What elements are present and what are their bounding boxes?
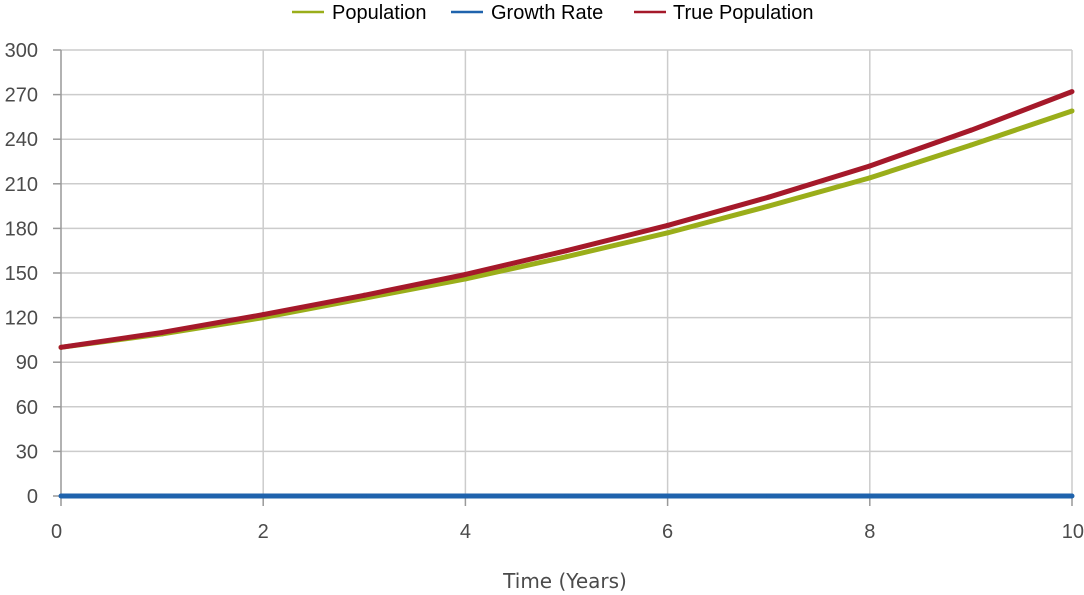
series-layer <box>58 89 1075 499</box>
growth-rate-data-point <box>665 493 671 499</box>
true-population-data-point <box>867 163 873 169</box>
growth-rate-data-point <box>1069 493 1075 499</box>
true-population-data-point <box>159 329 165 335</box>
y-tick-label: 60 <box>16 397 38 419</box>
y-tick-label: 180 <box>5 218 38 240</box>
y-tick-label: 150 <box>5 263 38 285</box>
x-tick-label: 0 <box>51 521 62 543</box>
x-tick-label: 10 <box>1062 521 1084 543</box>
population-data-point <box>766 203 772 209</box>
true-population-data-point <box>665 222 671 228</box>
y-tick-label: 240 <box>5 129 38 151</box>
true-population-data-point <box>58 344 64 350</box>
axis-layer: 0 30 60 90 120 150 180 210 240 270 300 0 2 4 6 8 10 <box>5 40 1084 543</box>
growth-rate-data-point <box>462 493 468 499</box>
legend: Population Growth Rate True Population <box>292 2 813 24</box>
true-population-data-point <box>361 292 367 298</box>
grid-layer <box>61 49 1073 497</box>
population-data-point <box>665 230 671 236</box>
x-tick-label: 2 <box>258 521 269 543</box>
true-population-data-point <box>260 312 266 318</box>
y-tick-label: 0 <box>27 486 38 508</box>
true-population-data-point <box>564 248 569 254</box>
growth-rate-data-point <box>58 493 64 499</box>
true-population-data-point <box>462 271 468 277</box>
y-tick-label: 120 <box>5 308 38 330</box>
growth-rate-data-point <box>361 493 367 499</box>
population-data-point <box>564 254 569 260</box>
true-population-data-point <box>1069 89 1075 95</box>
population-data-point <box>462 276 468 282</box>
true-population-series-line <box>60 89 1073 350</box>
y-tick-label: 300 <box>5 40 38 62</box>
legend-label-true-population: True Population <box>673 2 813 24</box>
x-axis-title: Time (Years) <box>502 569 627 593</box>
y-tick-label: 30 <box>16 441 38 463</box>
y-tick-label: 270 <box>5 85 38 107</box>
population-data-point <box>968 142 974 148</box>
true-population-data-point <box>766 194 772 200</box>
growth-rate-data-point <box>867 493 873 499</box>
legend-label-population: Population <box>332 2 427 24</box>
growth-rate-data-point <box>968 493 974 499</box>
y-tick-label: 90 <box>16 352 38 374</box>
legend-label-growth-rate: Growth Rate <box>491 2 603 24</box>
population-data-point <box>867 175 873 181</box>
true-population-data-point <box>968 127 974 133</box>
growth-rate-data-point <box>159 493 165 499</box>
x-tick-label: 4 <box>460 521 471 543</box>
y-tick-label: 210 <box>5 174 38 196</box>
population-data-point <box>1069 108 1075 114</box>
growth-rate-data-point <box>564 493 569 499</box>
growth-rate-data-point <box>260 493 266 499</box>
growth-rate-data-point <box>766 493 772 499</box>
x-tick-label: 6 <box>662 521 673 543</box>
x-tick-label: 8 <box>864 521 875 543</box>
